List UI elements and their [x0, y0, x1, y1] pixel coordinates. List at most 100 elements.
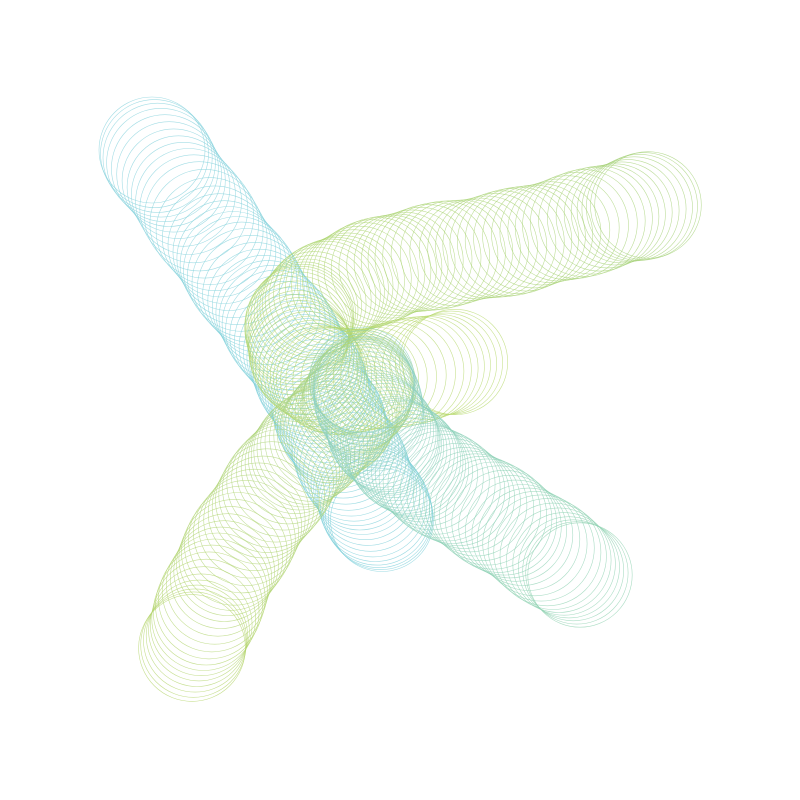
ring [244, 412, 347, 515]
ring [250, 402, 356, 508]
ring [590, 152, 698, 260]
ring [382, 427, 490, 535]
ring [181, 499, 288, 606]
ring [98, 96, 206, 204]
ring [327, 377, 434, 485]
ring [152, 558, 260, 666]
ring [279, 377, 383, 481]
ring [387, 430, 496, 539]
ring [499, 181, 602, 283]
ring [325, 326, 428, 429]
ring [139, 154, 249, 264]
ring [144, 161, 254, 272]
ring [116, 121, 222, 227]
ring [570, 161, 673, 264]
ring [449, 190, 557, 298]
ring [291, 362, 398, 468]
ring [317, 328, 419, 430]
ring [247, 265, 354, 372]
ring [324, 369, 426, 472]
ring [188, 485, 296, 594]
ring [487, 494, 595, 602]
ring [325, 372, 429, 476]
ring [151, 566, 256, 671]
ring [170, 526, 273, 629]
ring [264, 247, 372, 354]
ring [317, 219, 426, 328]
ring [218, 264, 326, 372]
ring [456, 188, 565, 296]
ring [184, 492, 292, 600]
ring [186, 221, 297, 332]
ring [346, 213, 449, 316]
ring [347, 401, 455, 509]
ring [145, 584, 248, 687]
ring [222, 434, 330, 543]
ring [135, 148, 242, 255]
ring [482, 184, 586, 289]
ring [126, 135, 231, 239]
ring [268, 243, 377, 352]
ring [538, 167, 646, 275]
ring [375, 423, 478, 527]
ring [307, 425, 413, 531]
ring [245, 268, 353, 376]
ring [262, 251, 367, 356]
ring [499, 502, 607, 610]
ring [338, 214, 443, 319]
ring [161, 538, 268, 645]
ring [183, 216, 292, 325]
ring [283, 370, 391, 477]
ring [439, 461, 547, 570]
ring [255, 311, 362, 418]
ring [458, 474, 562, 579]
ring [285, 366, 394, 475]
ring [143, 588, 247, 693]
ring [247, 293, 350, 396]
ring [389, 314, 491, 416]
ring [281, 374, 387, 479]
ring [424, 453, 528, 557]
ring [451, 470, 557, 576]
ring [362, 414, 466, 518]
ring [345, 399, 451, 505]
ring [342, 396, 445, 498]
ring [529, 169, 638, 277]
ring [394, 312, 497, 415]
ring [173, 520, 275, 622]
ring [196, 234, 305, 343]
ring [207, 462, 310, 565]
ring [100, 99, 209, 208]
ring [473, 185, 579, 292]
ring [356, 317, 465, 426]
ring [313, 338, 417, 442]
ring [155, 551, 263, 660]
ring [273, 240, 381, 349]
ring [393, 434, 501, 542]
ring [328, 379, 437, 488]
ring [344, 398, 448, 502]
ring [292, 397, 400, 505]
ring [514, 175, 620, 280]
ring [229, 281, 339, 391]
ring [400, 200, 506, 306]
ring [267, 344, 372, 449]
ring [406, 442, 510, 547]
ring [357, 410, 464, 516]
ring [507, 178, 611, 282]
ring [371, 420, 473, 523]
ring [576, 159, 680, 262]
ring [218, 441, 325, 548]
ring [337, 390, 441, 494]
ring [506, 507, 612, 613]
ring [285, 237, 389, 341]
ring [330, 215, 437, 322]
ring [482, 491, 588, 597]
ring [231, 424, 338, 531]
ring [178, 506, 283, 611]
ring [297, 358, 400, 461]
ring [165, 532, 270, 637]
ring [236, 420, 340, 525]
ring [167, 193, 272, 298]
